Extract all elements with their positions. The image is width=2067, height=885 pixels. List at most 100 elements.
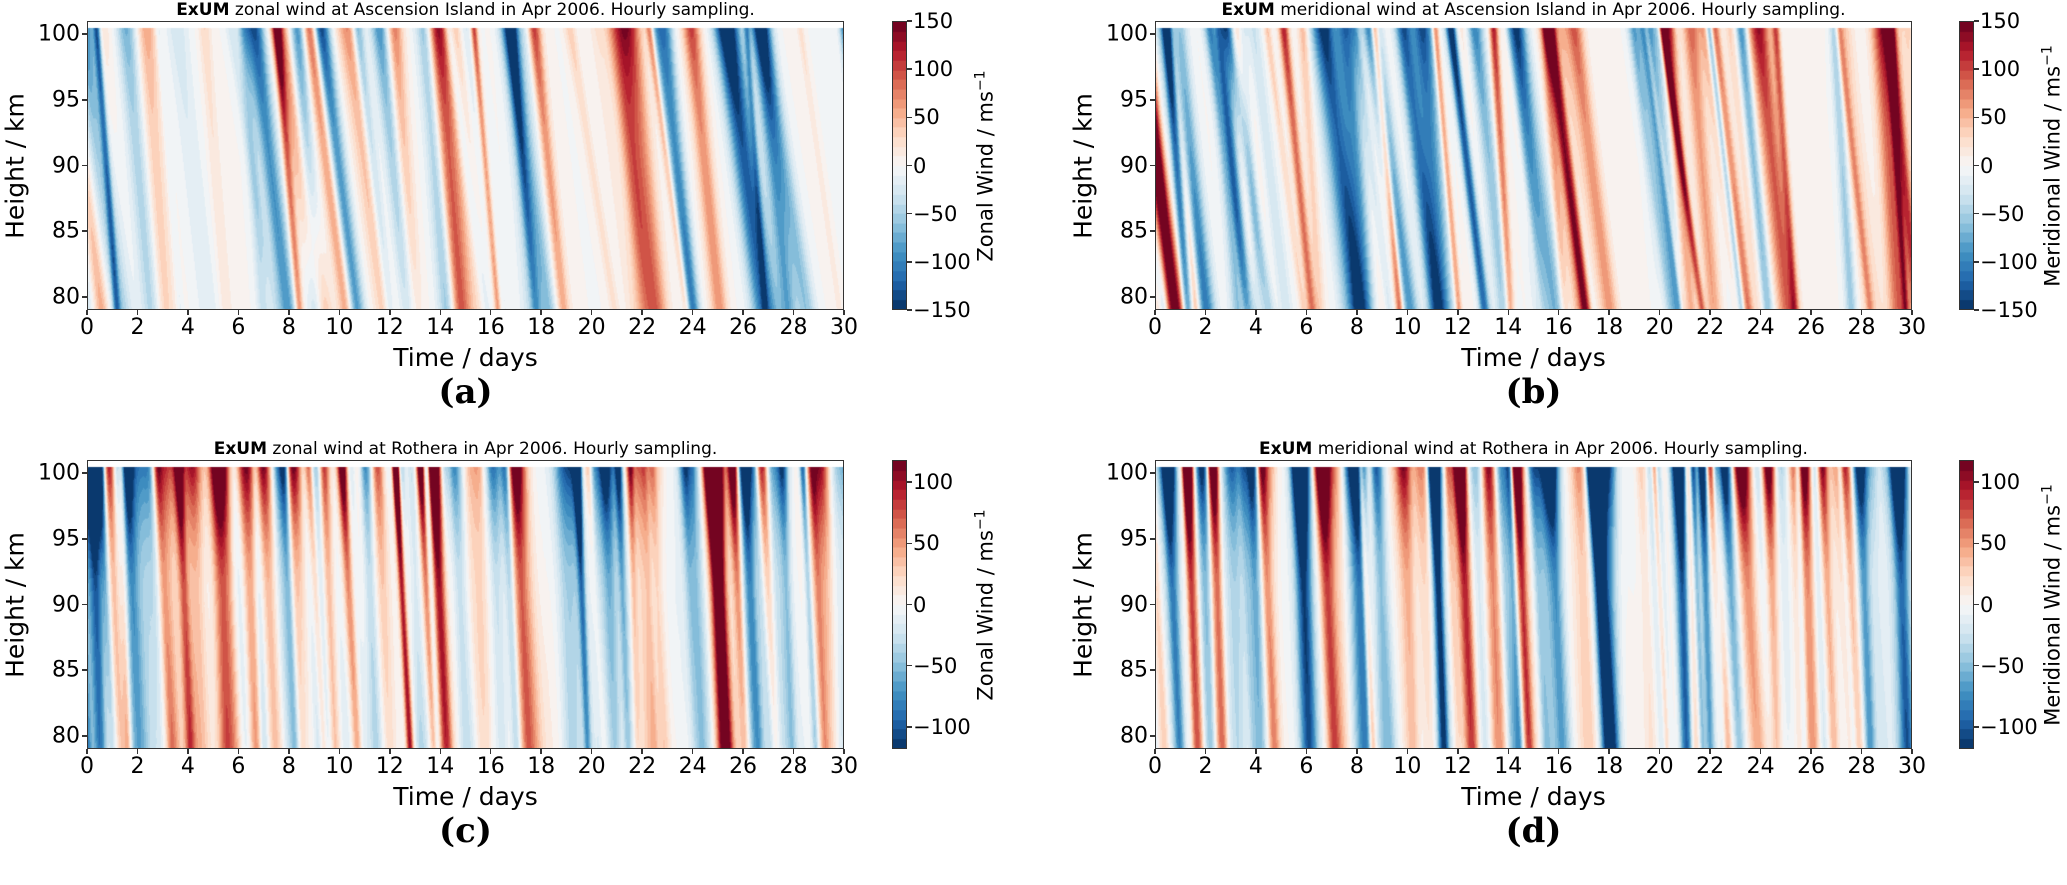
x-axis-label: Time / days [1461, 343, 1606, 372]
chart-title: ExUM zonal wind at Ascension Island in A… [176, 0, 755, 20]
y-tick-mark [1150, 538, 1155, 540]
x-tick-label: 8 [281, 754, 296, 779]
x-tick-mark [1658, 310, 1661, 315]
chart-title-bold: ExUM [176, 0, 230, 20]
colorbar-tick-label: −150 [1980, 298, 2038, 322]
y-tick-label: 100 [1106, 460, 1148, 486]
colorbar-label-text: Meridional Wind / ms [2040, 504, 2065, 726]
x-tick-label: 26 [1797, 315, 1826, 340]
x-tick-mark [742, 749, 744, 754]
x-tick-label: 22 [1696, 315, 1725, 340]
chart-title-bold: ExUM [1221, 0, 1275, 20]
chart-title-text: meridional wind at Rothera in Apr 2006. … [1317, 439, 1808, 459]
x-tick-label: 10 [1393, 315, 1422, 340]
y-axis-label: Height / km [0, 531, 30, 678]
x-tick-label: 14 [1494, 315, 1523, 340]
chart-title: ExUM meridional wind at Rothera in Apr 2… [1259, 439, 1808, 459]
chart-title: ExUM zonal wind at Rothera in Apr 2006. … [214, 439, 718, 459]
colorbar-label-text: Zonal Wind / ms [973, 90, 998, 262]
y-tick-label: 80 [1120, 723, 1148, 749]
colorbar-tick-label: 0 [1980, 592, 1994, 617]
x-tick-mark [1911, 310, 1913, 315]
colorbar-tick-mark [907, 20, 912, 22]
y-tick-label: 90 [1120, 592, 1148, 617]
x-tick-label: 30 [1898, 315, 1926, 340]
x-tick-mark [86, 749, 88, 754]
x-tick-mark [1860, 749, 1863, 754]
x-tick-mark [237, 749, 240, 754]
chart-title: ExUM meridional wind at Ascension Island… [1222, 0, 1846, 20]
x-tick-mark [1204, 310, 1207, 315]
x-tick-mark [641, 310, 643, 315]
y-tick-label: 95 [1120, 87, 1148, 113]
x-tick-mark [1709, 749, 1711, 754]
x-tick-label: 0 [80, 754, 94, 779]
y-axis-label: Height / km [1068, 531, 1098, 678]
y-tick-mark [1150, 472, 1155, 474]
x-tick-mark [540, 310, 542, 315]
colorbar-tick-mark [1974, 261, 1979, 263]
x-tick-mark [1810, 749, 1812, 754]
x-tick-mark [389, 749, 391, 754]
colorbar-tick-mark [907, 542, 912, 545]
y-tick-label: 95 [52, 526, 80, 552]
x-tick-mark [1810, 310, 1812, 315]
colorbar-tick-label: 100 [1980, 470, 2021, 495]
heatmap-image [1156, 22, 1911, 309]
x-tick-mark [288, 749, 290, 754]
x-tick-mark [1507, 749, 1510, 754]
x-tick-label: 4 [180, 315, 195, 340]
x-tick-label: 22 [628, 754, 657, 779]
colorbar-tick-label: 100 [1980, 57, 2021, 82]
colorbar-tick-label: 50 [913, 105, 940, 130]
x-tick-mark [1356, 749, 1358, 754]
x-tick-label: 10 [1393, 754, 1422, 779]
x-tick-mark [187, 749, 189, 754]
colorbar [892, 460, 907, 749]
x-tick-mark [1557, 310, 1560, 315]
x-tick-mark [1658, 749, 1661, 754]
x-tick-label: 24 [1746, 315, 1775, 340]
colorbar-tick-mark [1974, 603, 1979, 606]
x-tick-mark [439, 749, 442, 754]
x-tick-label: 28 [779, 754, 808, 779]
x-tick-label: 8 [281, 315, 296, 340]
colorbar-tick-mark [907, 116, 912, 119]
x-tick-mark [288, 310, 290, 315]
colorbar-label-unit-exponent: −1 [2039, 44, 2056, 66]
x-tick-label: 14 [1494, 754, 1523, 779]
x-tick-label: 30 [830, 754, 858, 779]
x-tick-mark [1406, 749, 1409, 754]
x-tick-label: 12 [1443, 754, 1472, 779]
colorbar-tick-mark [907, 481, 912, 483]
y-tick-mark [82, 472, 87, 474]
y-tick-mark [1150, 603, 1155, 606]
x-tick-mark [338, 749, 341, 754]
plot-area [1155, 460, 1912, 749]
x-tick-mark [338, 310, 341, 315]
x-tick-label: 24 [1746, 754, 1775, 779]
x-tick-mark [136, 310, 139, 315]
x-tick-label: 8 [1349, 754, 1364, 779]
x-tick-mark [1255, 749, 1257, 754]
colorbar-gradient [893, 461, 906, 748]
x-tick-mark [136, 749, 139, 754]
x-tick-label: 18 [527, 754, 556, 779]
x-tick-mark [1911, 749, 1913, 754]
x-tick-mark [489, 749, 492, 754]
x-tick-label: 16 [1544, 754, 1573, 779]
x-tick-label: 18 [1595, 754, 1624, 779]
x-tick-label: 28 [1847, 315, 1876, 340]
x-tick-label: 18 [1595, 315, 1624, 340]
x-tick-label: 6 [1299, 754, 1314, 779]
y-tick-label: 80 [52, 284, 80, 310]
x-tick-label: 0 [80, 315, 94, 340]
y-tick-mark [1150, 296, 1155, 298]
x-tick-mark [1759, 310, 1762, 315]
x-tick-label: 0 [1148, 754, 1162, 779]
colorbar-label-unit-exponent: −1 [972, 69, 989, 91]
x-tick-label: 24 [678, 315, 707, 340]
x-tick-mark [1608, 310, 1610, 315]
colorbar-gradient [1960, 22, 1973, 309]
x-tick-mark [1406, 310, 1409, 315]
